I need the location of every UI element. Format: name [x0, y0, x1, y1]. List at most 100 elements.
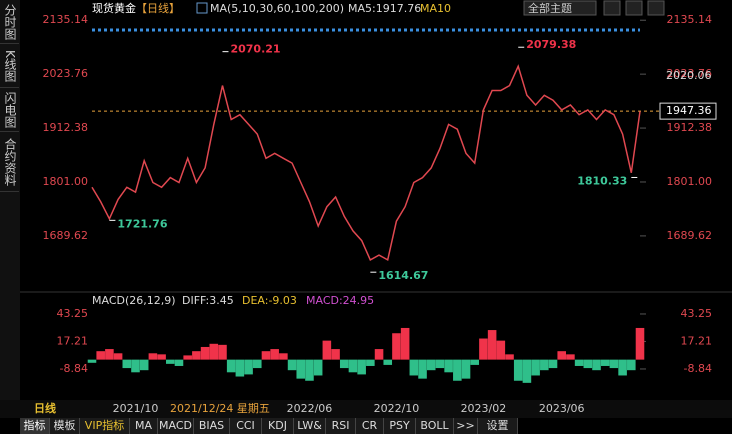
macd-bar [296, 359, 306, 379]
toolbar-button [603, 0, 621, 16]
footer-bg [0, 400, 732, 418]
macd-tick-label: -8.84 [60, 362, 88, 375]
macd-bar [131, 359, 140, 373]
theme-text: 全部主题 [528, 1, 572, 15]
toolbar-button [625, 0, 643, 16]
macd-bar [470, 359, 480, 365]
indicator-tab[interactable]: CCI [230, 418, 262, 434]
macd-bar [244, 359, 253, 375]
indicator-tab[interactable]: 模板 [50, 418, 80, 434]
footer-period: 日线 [34, 401, 56, 415]
indicator-tab[interactable]: BIAS [194, 418, 230, 434]
y-tick-label-right: 1801.00 [667, 175, 713, 188]
macd-bar [200, 346, 210, 360]
price-line [91, 64, 641, 262]
macd-bar [627, 359, 636, 371]
indicator-tab[interactable]: MA [130, 418, 158, 434]
macd-bar [583, 359, 593, 369]
macd-bar [531, 359, 540, 376]
x-tick-label: 2023/06 [539, 402, 585, 415]
theme-select[interactable] [523, 0, 597, 16]
indicator-tab[interactable]: BOLL [416, 418, 454, 434]
macd-title: MACD(26,12,9) [92, 294, 176, 307]
sidebar-tab[interactable]: K线图 [0, 44, 19, 88]
macd-bar [409, 359, 419, 376]
y-tick-label: 2135.14 [43, 13, 89, 26]
macd-bar [148, 353, 158, 360]
extreme-label: 1614.67 [378, 269, 428, 282]
toolbar-text: MA(5,10,30,60,100,200) [210, 2, 344, 15]
extreme-label: 1721.76 [117, 217, 167, 230]
y-tick-label: 2023.76 [43, 67, 89, 80]
indicator-tab[interactable]: 指标 [20, 418, 50, 434]
extreme-label: 2070.21 [230, 43, 280, 56]
sidebar-tab[interactable]: 合约资料 [0, 132, 19, 192]
price-label: 2020.06 [666, 69, 712, 82]
macd-bar [548, 359, 558, 369]
macd-bar [339, 359, 349, 369]
macd-bar [226, 359, 236, 373]
macd-bar [357, 359, 366, 375]
macd-bar [261, 351, 271, 360]
macd-bar [279, 353, 288, 360]
macd-bar [157, 354, 166, 360]
macd-bar [209, 343, 219, 360]
macd-bar [166, 359, 175, 364]
macd-tick-label-right: -8.84 [684, 362, 712, 375]
macd-bar [592, 359, 601, 371]
x-tick-label: 2022/10 [374, 402, 420, 415]
macd-bar [566, 354, 575, 360]
x-tick-label: 2023/02 [461, 402, 507, 415]
indicator-tab[interactable]: CR [356, 418, 384, 434]
indicator-tab[interactable]: LW& [294, 418, 326, 434]
toolbar-text: MA10 [420, 2, 451, 15]
macd-bar [287, 359, 297, 371]
macd-tick-label: 43.25 [57, 307, 89, 320]
macd-bar [87, 359, 97, 363]
indicator-tab[interactable]: RSI [326, 418, 356, 434]
macd-bar [400, 327, 410, 360]
y-tick-label-right: 2023.76 [667, 67, 713, 80]
macd-tick-label: 17.21 [57, 334, 89, 347]
macd-bar [557, 351, 566, 360]
y-tick-label: 1689.62 [43, 229, 89, 242]
macd-bar [444, 359, 453, 373]
macd-dea: DEA:-9.03 [242, 294, 297, 307]
indicator-tab[interactable]: KDJ [262, 418, 294, 434]
sidebar-tab[interactable]: 闪电图 [0, 88, 19, 132]
sidebar-tab[interactable]: 分时图 [0, 0, 19, 44]
y-tick-label-right: 1912.38 [667, 121, 713, 134]
macd-bar [122, 359, 132, 369]
macd-bar [383, 359, 393, 365]
macd-bar [252, 359, 262, 369]
macd-bar [609, 359, 619, 369]
macd-bar [105, 349, 114, 360]
indicator-tab[interactable]: 设置 [478, 418, 518, 434]
indicator-tab[interactable]: VIP指标 [80, 418, 130, 434]
macd-bar [366, 359, 375, 366]
toolbar-text: 【日线】 [136, 1, 180, 15]
macd-bar [600, 359, 610, 366]
indicator-tab[interactable]: MACD [158, 418, 194, 434]
macd-bar [174, 359, 184, 366]
macd-bar [313, 359, 323, 376]
macd-bar [505, 354, 514, 360]
macd-bar [139, 359, 149, 371]
macd-bar [218, 344, 227, 360]
macd-bar [374, 349, 384, 360]
macd-bar [461, 359, 471, 379]
macd-bar [348, 359, 358, 373]
macd-tick-label-right: 17.21 [681, 334, 713, 347]
macd-diff: DIFF:3.45 [182, 294, 234, 307]
ma-icon [196, 2, 208, 14]
y-tick-label: 1801.00 [43, 175, 89, 188]
macd-bar [540, 359, 549, 371]
macd-bar [192, 351, 201, 360]
toolbar-text: MA5:1917.76 [348, 2, 421, 15]
indicator-tab[interactable]: >> [454, 418, 478, 434]
indicator-tab[interactable]: PSY [384, 418, 416, 434]
macd-bar [479, 338, 488, 360]
cursor-date: 2021/12/24 星期五 [170, 402, 270, 415]
